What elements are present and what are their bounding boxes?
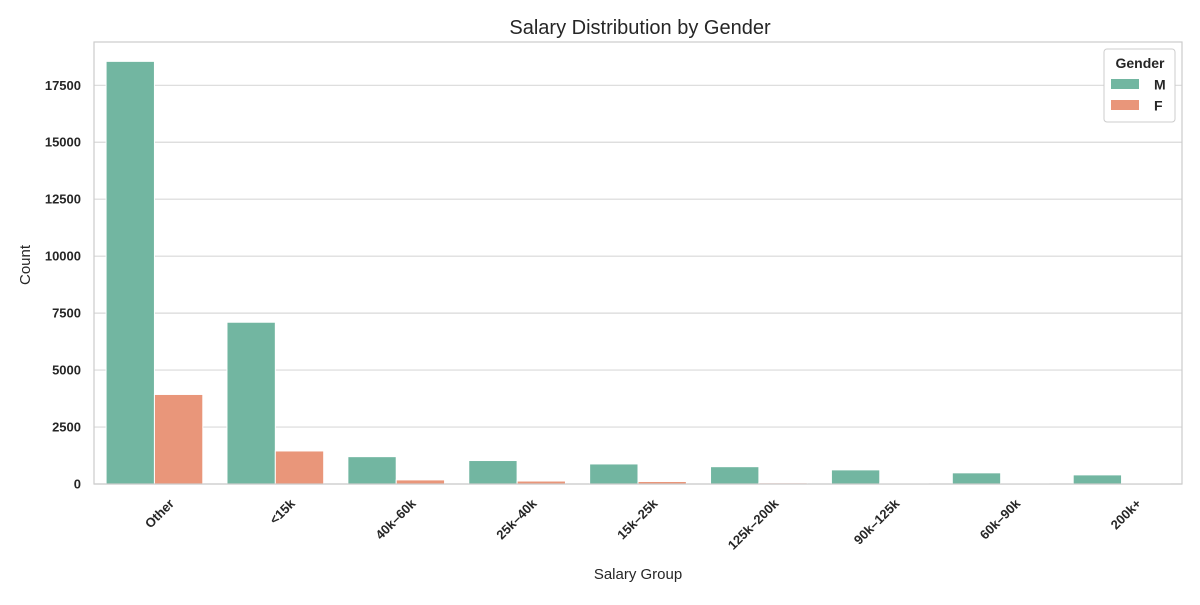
x-tick-label: 125k–200k	[725, 495, 782, 552]
chart-title: Salary Distribution by Gender	[509, 17, 771, 39]
y-axis-label: Count	[17, 244, 34, 285]
x-tick-label: <15k	[267, 495, 299, 527]
bar-m-7	[951, 472, 1002, 485]
plot-frame	[93, 41, 1183, 485]
legend-title: Gender	[1115, 55, 1165, 71]
x-axis-label: Salary Group	[594, 566, 682, 583]
bar-f-0	[153, 393, 204, 485]
x-tick-label: 60k–90k	[977, 495, 1024, 542]
x-tick-label: 200k+	[1108, 496, 1145, 533]
x-tick-label: 40k–60k	[372, 495, 419, 542]
y-tick-label: 10000	[45, 249, 81, 264]
x-tick-label: Other	[142, 496, 177, 531]
y-tick-label: 5000	[52, 363, 81, 378]
y-tick-label: 0	[74, 477, 81, 492]
x-tick-label: 25k–40k	[493, 495, 540, 542]
bar-f-1	[274, 450, 325, 485]
bar-m-5	[710, 466, 760, 485]
y-tick-label: 12500	[45, 192, 81, 207]
y-tick-label: 15000	[45, 135, 81, 150]
x-tick-label: 90k–125k	[851, 495, 903, 547]
bar-m-8	[1072, 474, 1123, 485]
y-tick-label: 7500	[52, 306, 81, 321]
legend: Gender MF	[1103, 48, 1176, 123]
y-tick-label: 17500	[45, 78, 81, 93]
y-tick-labels: 0 2500 5000 7500 10000 12500 15000 17500	[45, 78, 81, 492]
x-tick-label: 15k–25k	[614, 495, 661, 542]
x-tick-labels: Other <15k 40k–60k 25k–40k 15k–25k 125k–200k 9…	[142, 495, 1145, 552]
legend-label-f: F	[1154, 98, 1163, 114]
bar-m-6	[830, 469, 881, 485]
bar-m-3	[468, 460, 518, 485]
legend-swatch-f	[1111, 100, 1139, 110]
y-tick-label: 2500	[52, 420, 81, 435]
legend-swatch-m	[1111, 79, 1139, 89]
bars	[105, 60, 1171, 485]
legend-label-m: M	[1154, 77, 1166, 93]
bar-m-1	[226, 321, 276, 485]
bar-m-4	[589, 463, 639, 485]
bar-m-2	[347, 456, 397, 485]
bar-f-2	[395, 479, 446, 485]
bar-m-0	[105, 60, 155, 485]
legend-items: MF	[1111, 77, 1166, 114]
